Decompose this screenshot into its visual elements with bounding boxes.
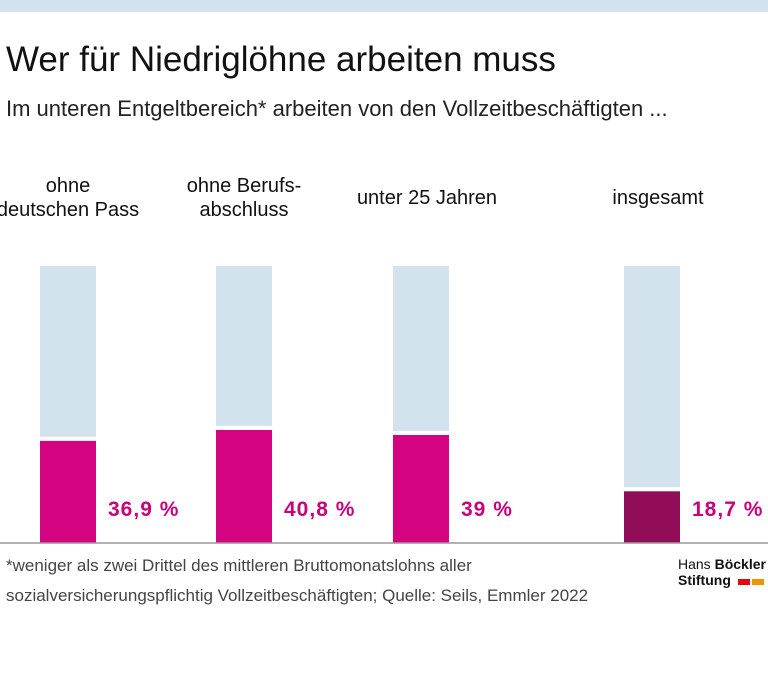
logo: Hans Böckler Stiftung [678, 556, 766, 588]
logo-text: Stiftung [678, 572, 731, 588]
value-label: 18,7 % [692, 498, 763, 521]
value-label: 40,8 % [284, 498, 355, 521]
category-label: insgesamt [612, 187, 704, 209]
footnote: *weniger als zwei Drittel des mittleren … [6, 551, 588, 611]
logo-mark [751, 579, 764, 585]
category-label: ohne deutschen Pass [0, 175, 140, 221]
value-label: 39 % [461, 498, 513, 521]
category-label: ohne Berufs- abschluss [186, 175, 302, 221]
bar [624, 491, 680, 543]
bar [40, 440, 96, 543]
footnote-line: *weniger als zwei Drittel des mittleren … [6, 556, 472, 575]
bar-gap [216, 425, 272, 430]
bar [216, 429, 272, 543]
chart-subtitle: Im unteren Entgeltbereich* arbeiten von … [6, 96, 668, 121]
bar-gap [624, 487, 680, 492]
bar [393, 434, 449, 543]
top-band [0, 0, 768, 12]
logo-mark [737, 579, 750, 585]
category-label: unter 25 Jahren [356, 187, 498, 209]
chart-title: Wer für Niedriglöhne arbeiten muss [6, 40, 556, 79]
bar-gap [40, 436, 96, 441]
logo-text: Böckler [714, 556, 766, 572]
value-label: 36,9 % [108, 498, 179, 521]
footnote-line: sozialversicherungspflichtig Vollzeitbes… [6, 586, 589, 605]
bar-gap [393, 430, 449, 435]
logo-text: Hans [678, 556, 711, 572]
